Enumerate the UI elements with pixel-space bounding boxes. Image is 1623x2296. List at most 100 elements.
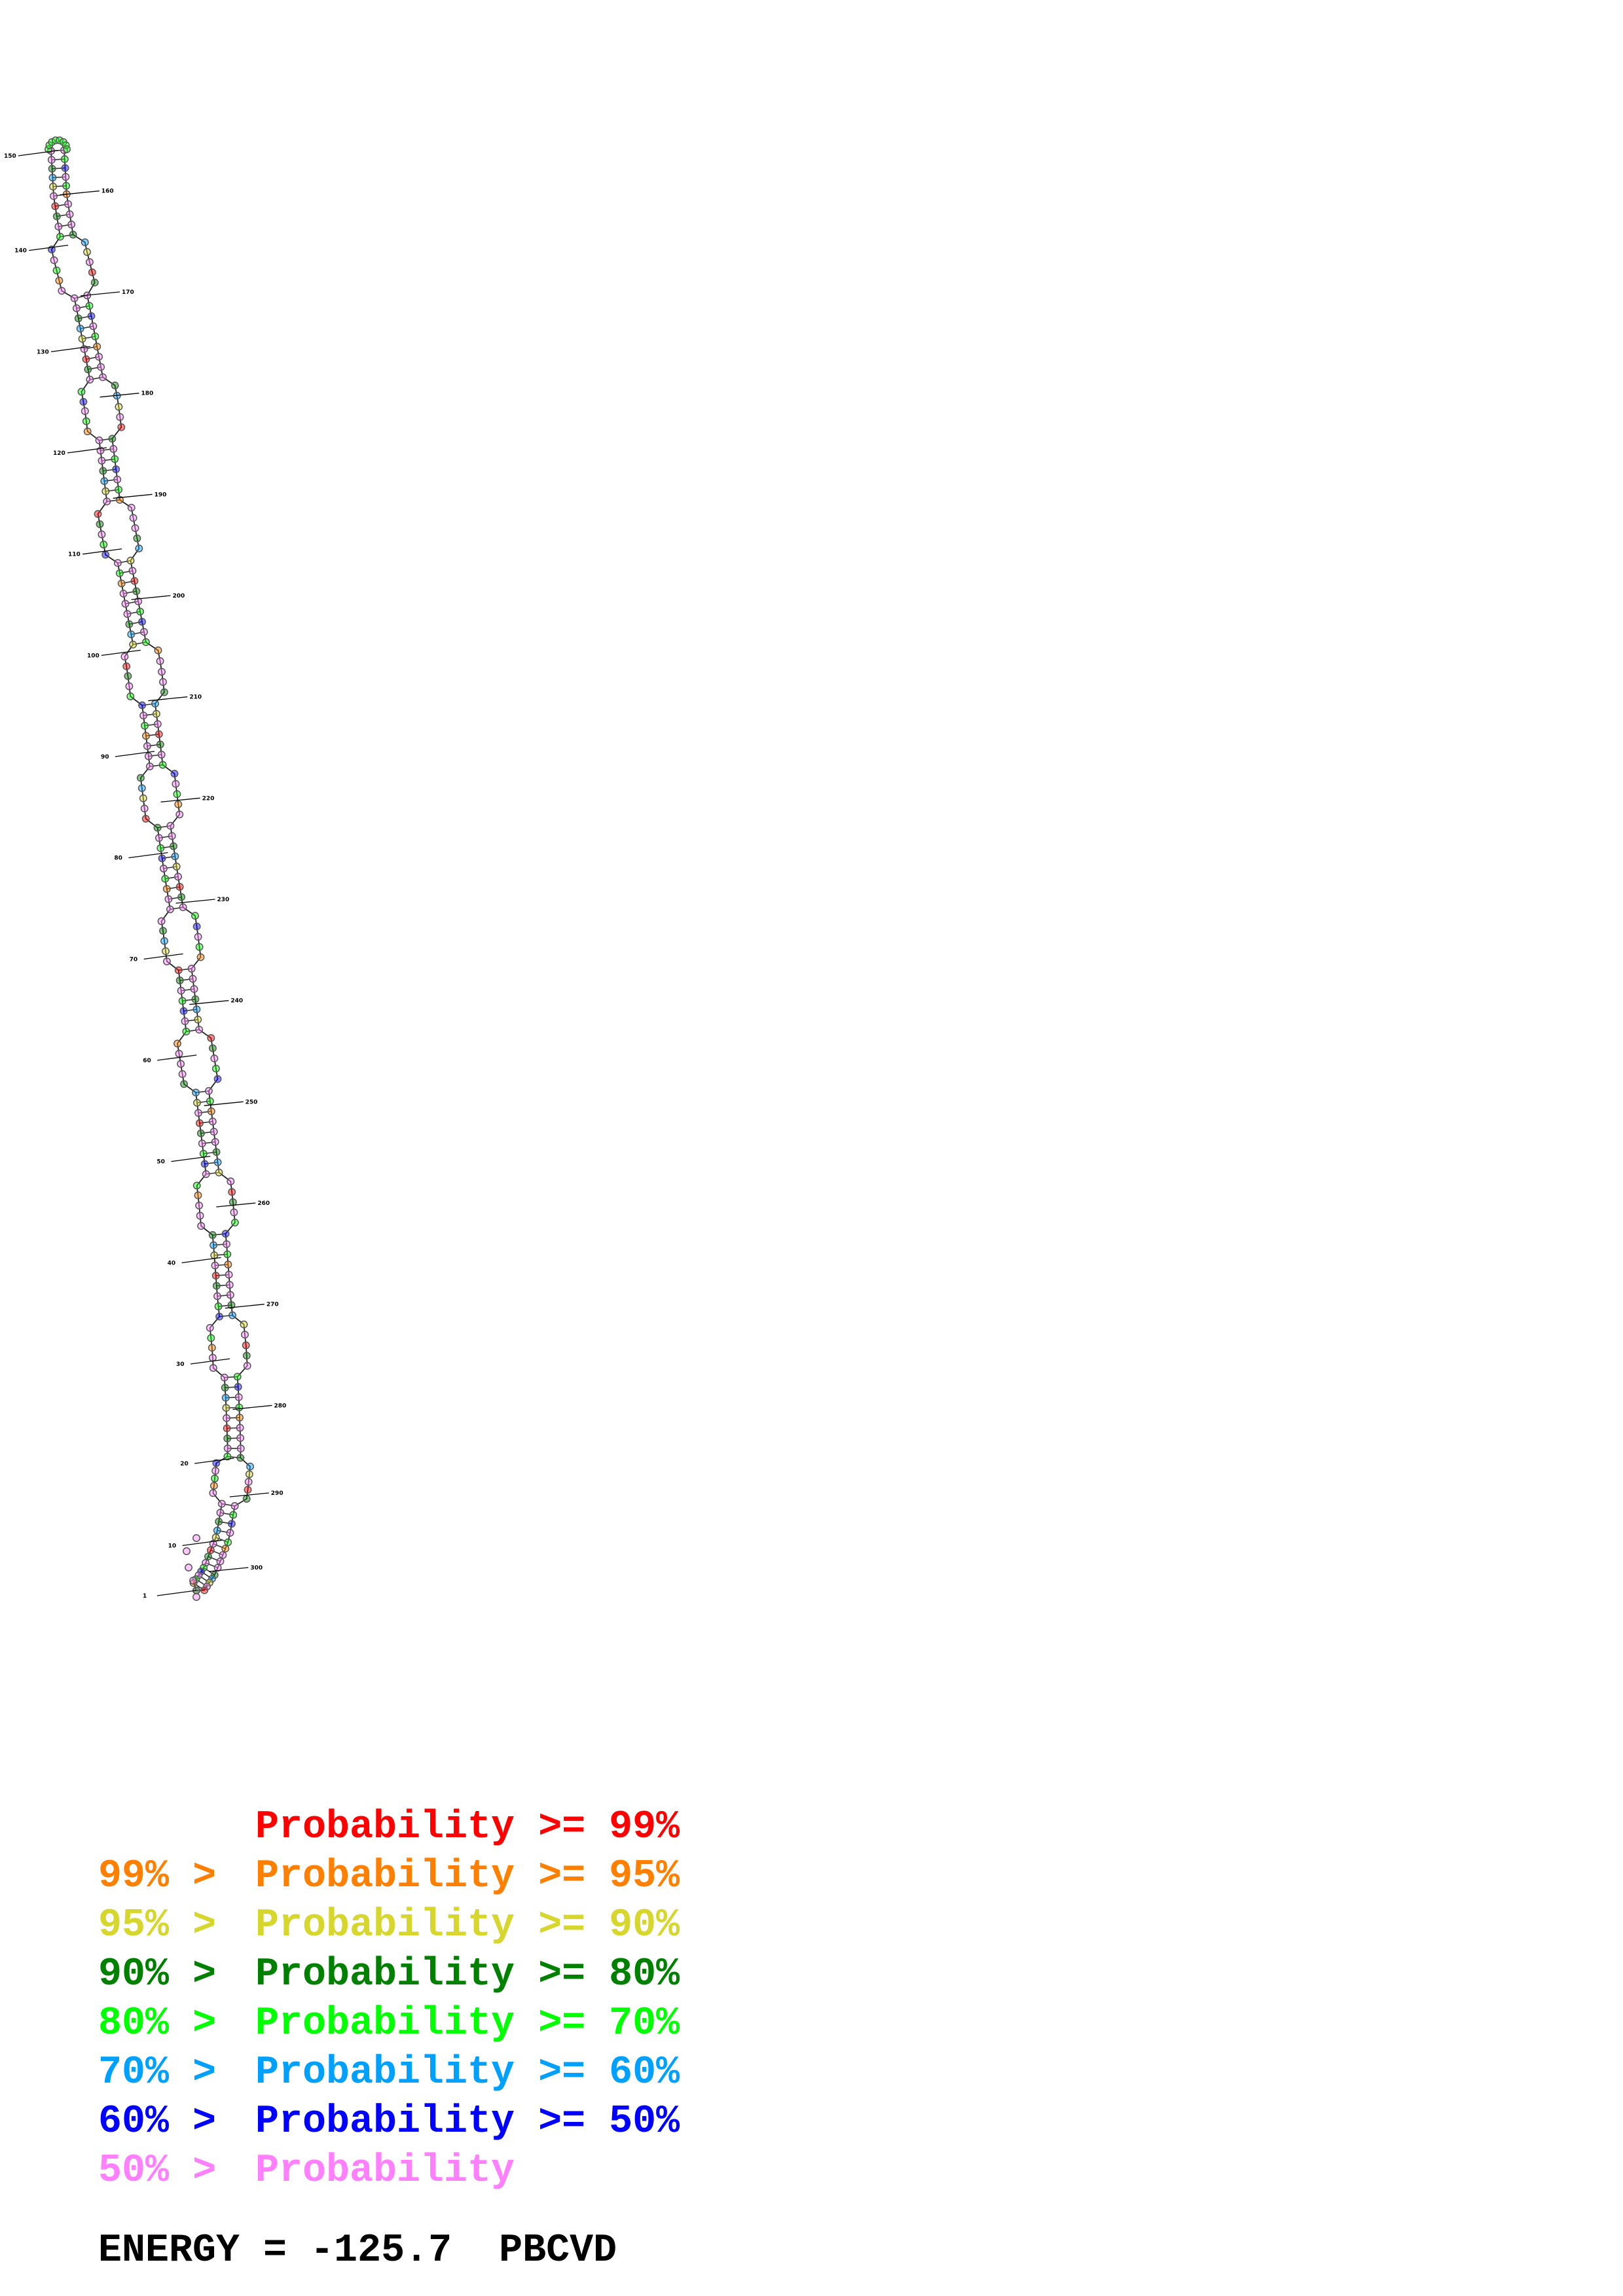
nucleotide: [185, 1564, 192, 1571]
legend-prefix: 70% >: [98, 2051, 217, 2095]
nucleotide: [113, 475, 122, 484]
nucleotide: [129, 640, 137, 649]
base-pair: [84, 346, 98, 350]
nucleotide: [236, 1424, 244, 1432]
nucleotide: [138, 618, 146, 626]
label-tick: [50, 346, 91, 352]
nucleotide: [126, 692, 135, 700]
nucleotide: [206, 1097, 214, 1105]
nucleotide: [177, 893, 186, 901]
label-tick: [216, 1202, 256, 1208]
nucleotide: [137, 784, 146, 793]
nucleotide: [196, 1211, 204, 1220]
nucleotide: [141, 721, 149, 730]
nucleotide: [204, 1086, 213, 1095]
nucleotide: [70, 294, 79, 302]
nucleotide: [81, 238, 89, 247]
base-pair: [204, 1162, 218, 1165]
nucleotide: [76, 325, 84, 333]
label-tick: [171, 1156, 211, 1162]
rna-backbone: [50, 150, 251, 1591]
nucleotide: [141, 814, 150, 823]
nucleotide: [206, 1546, 215, 1554]
nucleotide: [206, 1579, 213, 1587]
nucleotide: [196, 953, 205, 961]
base-pair: [227, 1427, 240, 1429]
nucleotide: [116, 413, 124, 422]
base-pair: [215, 1537, 228, 1543]
nucleotide: [160, 937, 168, 945]
base-pair: [144, 723, 158, 726]
legend-row-p99: Probability >= 99%: [98, 1803, 680, 1852]
nucleotide: [213, 1075, 222, 1083]
position-label: 200: [173, 593, 185, 600]
nucleotide: [82, 355, 90, 363]
base-pair: [198, 1111, 211, 1114]
legend-label: Probability >= 50%: [255, 2100, 680, 2144]
nucleotide: [192, 1005, 201, 1014]
base-pair: [198, 1575, 210, 1583]
nucleotide: [177, 986, 185, 995]
nucleotide: [136, 774, 145, 782]
nucleotide: [153, 720, 162, 728]
position-label: 250: [246, 1099, 258, 1105]
label-tick: [194, 1458, 234, 1464]
label-tick: [80, 291, 120, 296]
nucleotide: [154, 646, 162, 655]
position-label: 150: [4, 153, 16, 160]
nucleotide: [97, 363, 105, 371]
nucleotide: [211, 1467, 220, 1475]
nucleotide: [182, 1028, 191, 1036]
legend-row-p90: 95% > Probability >= 90%: [98, 1901, 680, 1950]
nucleotide: [48, 173, 57, 182]
label-tick: [204, 1101, 244, 1106]
base-pair: [217, 1294, 230, 1297]
base-pair: [196, 1100, 210, 1103]
nucleotide: [195, 1119, 204, 1127]
base-pair: [226, 1407, 240, 1408]
base-pair: [86, 356, 100, 360]
nucleotide: [192, 1088, 200, 1097]
nucleotide: [159, 678, 167, 686]
position-label: 140: [14, 248, 27, 255]
nucleotide: [131, 524, 139, 532]
backbone-strand: [50, 151, 228, 1591]
nucleotide: [177, 1060, 185, 1068]
nucleotide: [162, 885, 171, 893]
base-pair: [125, 601, 139, 605]
nucleotide: [82, 417, 90, 425]
legend-row-p50: 60% > Probability >= 50%: [98, 2098, 680, 2147]
legend-label: Probability >= 60%: [255, 2051, 680, 2095]
nucleotide: [189, 975, 197, 983]
base-pair: [212, 1233, 226, 1236]
nucleotide: [220, 1373, 228, 1382]
label-tick: [113, 493, 153, 499]
label-tick: [156, 1590, 197, 1596]
nucleotide: [98, 530, 106, 539]
nucleotide: [134, 597, 143, 605]
base-pair: [182, 998, 196, 1001]
base-pair: [123, 590, 137, 594]
base-pair: [221, 1503, 235, 1507]
position-label: 280: [274, 1403, 287, 1409]
nucleotide: [192, 1593, 200, 1601]
nucleotide: [63, 145, 71, 153]
base-pair: [158, 835, 172, 839]
label-tick: [148, 696, 188, 702]
nucleotide: [172, 780, 180, 788]
label-tick: [29, 245, 69, 251]
base-pair: [157, 825, 171, 829]
nucleotide: [213, 1158, 222, 1166]
nucleotide: [117, 423, 126, 431]
base-pair: [217, 1530, 230, 1534]
base-pair: [55, 204, 69, 207]
nucleotide: [226, 1291, 234, 1299]
nucleotide: [211, 1272, 220, 1280]
nucleotide: [216, 1557, 225, 1566]
nucleotide: [100, 541, 108, 548]
nucleotide: [242, 1495, 251, 1503]
nucleotide: [144, 752, 153, 761]
nucleotide: [230, 1502, 239, 1510]
nucleotide: [108, 435, 117, 443]
nucleotide: [227, 1301, 236, 1309]
